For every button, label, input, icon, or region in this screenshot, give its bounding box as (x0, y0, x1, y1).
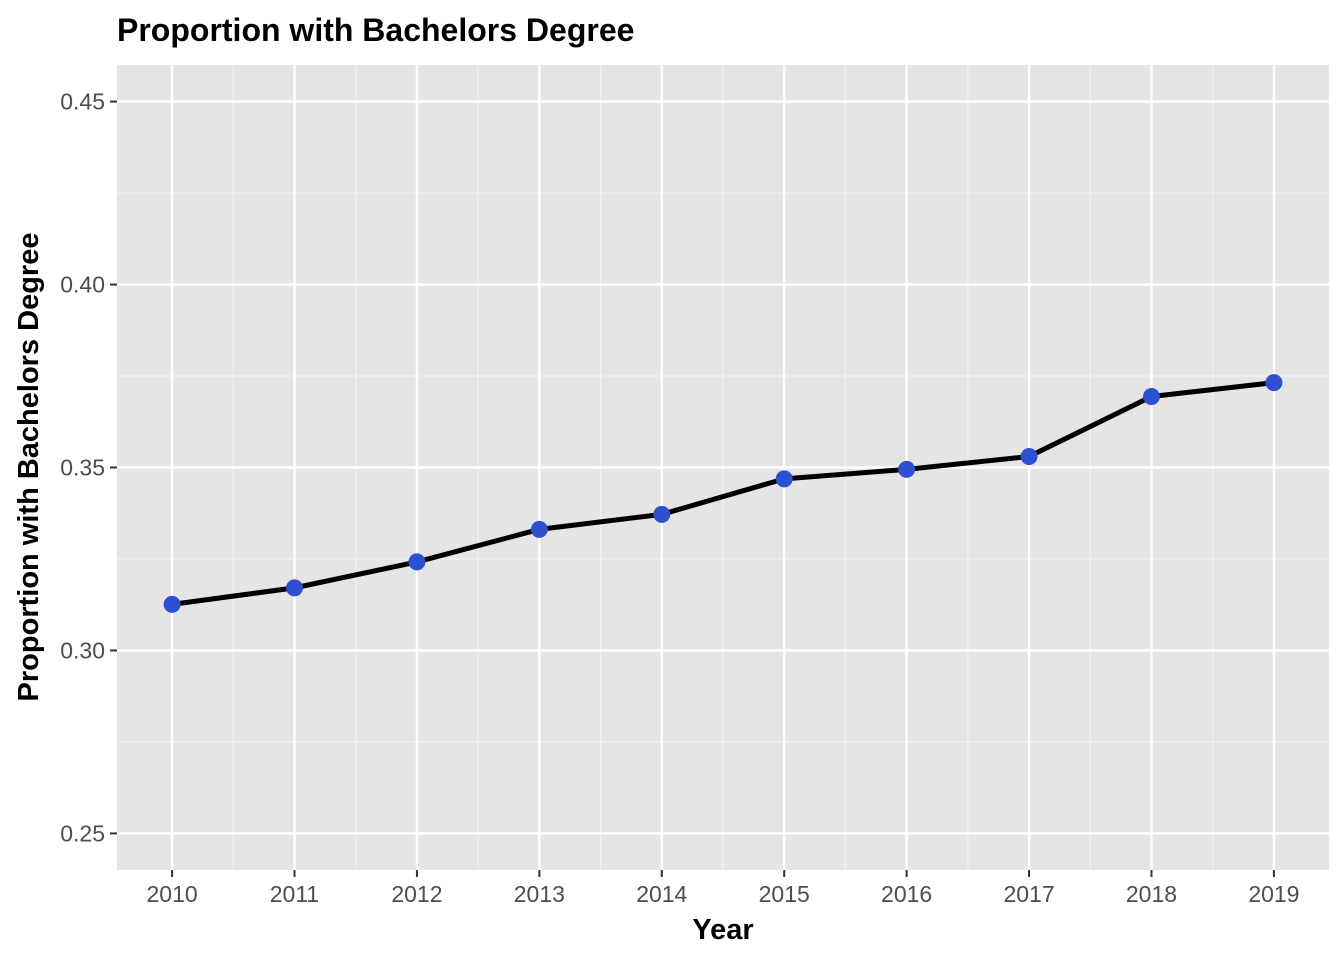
x-tick-label: 2014 (636, 881, 687, 907)
y-tick-label: 0.40 (60, 272, 105, 298)
x-tick-label: 2016 (881, 881, 932, 907)
x-tick-label: 2010 (147, 881, 198, 907)
grid-lines (117, 65, 1329, 870)
data-point (775, 470, 793, 488)
x-tick-label: 2015 (759, 881, 810, 907)
data-point (1265, 374, 1283, 392)
series-line-layer (171, 380, 1275, 607)
data-point (1142, 388, 1160, 406)
y-tick-label: 0.35 (60, 455, 105, 481)
data-point (286, 579, 304, 597)
y-axis-title: Proportion with Bachelors Degree (13, 233, 45, 702)
series-line (171, 380, 1275, 607)
data-point (408, 553, 426, 571)
data-point (653, 505, 671, 523)
x-tick-label: 2017 (1003, 881, 1054, 907)
data-points (163, 374, 1283, 613)
chart-title: Proportion with Bachelors Degree (117, 12, 634, 48)
data-point (1020, 448, 1038, 466)
y-tick-label: 0.25 (60, 820, 105, 846)
data-point (898, 460, 916, 478)
x-tick-label: 2019 (1248, 881, 1299, 907)
x-tick-label: 2018 (1126, 881, 1177, 907)
x-axis: 2010 2011 2012 2013 2014 2015 2016 2017 2018 2019 (147, 870, 1299, 907)
y-tick-label: 0.45 (60, 89, 105, 115)
x-tick-label: 2011 (270, 881, 319, 907)
y-tick-label: 0.30 (60, 637, 105, 663)
x-axis-title: Year (692, 914, 753, 946)
data-point (163, 595, 181, 613)
x-tick-label: 2013 (514, 881, 565, 907)
x-tick-label: 2012 (391, 881, 442, 907)
data-point (530, 520, 548, 538)
y-axis: 0.25 0.30 0.35 0.40 0.45 (60, 89, 117, 846)
